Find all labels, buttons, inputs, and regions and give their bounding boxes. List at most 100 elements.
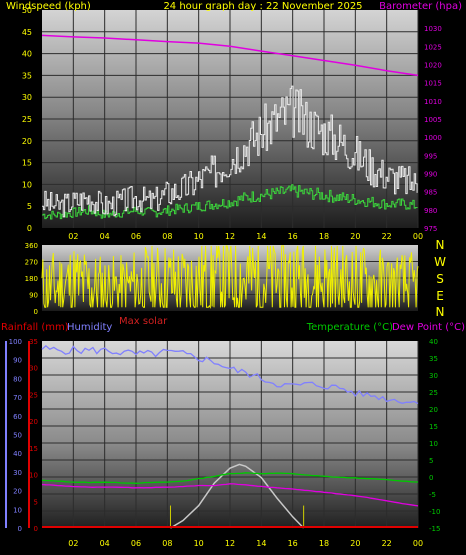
temperature-axis-label: Temperature (°C) [306, 322, 393, 333]
wind-axis-label: Windspeed (kph) [6, 1, 91, 12]
humidity-tick-label: 90 [13, 357, 22, 365]
wind-x-tick-label: 00 [413, 232, 423, 241]
direction-tick-label: 0 [34, 308, 38, 316]
temp-tick-label: 20 [429, 406, 438, 414]
barometer-tick-label: 1010 [424, 98, 442, 106]
rain-tick-label: 10 [29, 472, 38, 480]
wind-tick-label: 20 [22, 137, 32, 146]
humidity-tick-label: 0 [18, 525, 22, 533]
rain-tick-label: 30 [29, 365, 38, 373]
barometer-tick-label: 995 [424, 152, 437, 160]
temp-tick-label: 5 [429, 457, 433, 465]
humidity-tick-label: 100 [9, 338, 22, 346]
temp-x-tick-label: 14 [256, 539, 266, 548]
wind-x-tick-label: 18 [319, 232, 329, 241]
chart-title: 24 hour graph day : 22 November 2025 [163, 1, 362, 12]
humidity-tick-label: 30 [13, 469, 22, 477]
direction-tick-label: 270 [25, 259, 38, 267]
temp-tick-label: 10 [429, 440, 438, 448]
tick-labels: 0510152025303540455097598098599099510001… [9, 6, 442, 548]
temp-tick-label: -5 [429, 491, 436, 499]
wind-x-tick-label: 02 [68, 232, 78, 241]
wind-direction-line [41, 245, 419, 309]
series-marks [5, 34, 419, 529]
wind-gust-line [42, 85, 418, 218]
wind-tick-label: 0 [27, 224, 32, 233]
temp-x-tick-label: 02 [68, 539, 78, 548]
barometer-tick-label: 1000 [424, 134, 442, 142]
humidity-tick-label: 80 [13, 375, 22, 383]
temp-x-tick-label: 22 [382, 539, 392, 548]
humidity-tick-label: 50 [13, 432, 22, 440]
barometer-tick-label: 1025 [424, 43, 442, 51]
wind-tick-label: 35 [22, 71, 32, 80]
temp-x-tick-label: 10 [194, 539, 204, 548]
temp-tick-label: 25 [429, 389, 438, 397]
dewpoint-line [41, 483, 419, 507]
rain-tick-label: 5 [34, 498, 38, 506]
temperature-line [41, 472, 418, 484]
temp-x-tick-label: 04 [100, 539, 110, 548]
temp-x-tick-label: 00 [413, 539, 423, 548]
wind-x-tick-label: 16 [288, 232, 298, 241]
compass-n-bottom: N [436, 305, 445, 319]
wind-x-tick-label: 08 [162, 232, 172, 241]
temp-x-tick-label: 06 [131, 539, 141, 548]
compass-e: E [436, 289, 444, 303]
wind-tick-label: 15 [22, 159, 32, 168]
humidity-tick-label: 20 [13, 488, 22, 496]
temp-tick-label: -10 [429, 508, 440, 516]
temp-tick-label: 40 [429, 338, 438, 346]
wind-x-tick-label: 14 [256, 232, 266, 241]
temp-tick-label: 35 [429, 355, 438, 363]
compass-n-top: N [436, 238, 445, 252]
grid-lines [42, 10, 419, 528]
wind-x-tick-label: 10 [194, 232, 204, 241]
wind-x-tick-label: 22 [382, 232, 392, 241]
temp-x-tick-label: 18 [319, 539, 329, 548]
barometer-tick-label: 1020 [424, 62, 442, 70]
wind-tick-label: 50 [22, 6, 32, 15]
humidity-axis-label: Humidity [67, 322, 112, 333]
wind-x-tick-label: 12 [225, 232, 235, 241]
humidity-tick-label: 60 [13, 413, 22, 421]
barometer-line [41, 34, 419, 77]
temp-x-tick-label: 20 [350, 539, 360, 548]
direction-tick-label: 180 [25, 275, 38, 283]
wind-tick-label: 30 [22, 93, 32, 102]
barometer-tick-label: 1015 [424, 80, 442, 88]
wind-tick-label: 45 [22, 28, 32, 37]
temp-tick-label: 0 [429, 474, 433, 482]
temp-x-tick-label: 08 [162, 539, 172, 548]
humidity-tick-label: 70 [13, 394, 22, 402]
temp-tick-label: -15 [429, 525, 440, 533]
wind-x-tick-label: 20 [350, 232, 360, 241]
barometer-tick-label: 1005 [424, 116, 442, 124]
wind-tick-label: 10 [22, 180, 32, 189]
temp-x-tick-label: 12 [225, 539, 235, 548]
barometer-tick-label: 980 [424, 207, 437, 215]
rain-tick-label: 15 [29, 445, 38, 453]
temp-tick-label: 15 [429, 423, 438, 431]
humidity-tick-label: 40 [13, 450, 22, 458]
solar-line [170, 463, 305, 529]
wind-tick-label: 5 [27, 202, 32, 211]
compass-w: W [434, 255, 446, 269]
wind-x-tick-label: 06 [131, 232, 141, 241]
rain-tick-label: 35 [29, 338, 38, 346]
wind-x-tick-label: 04 [100, 232, 110, 241]
compass-s: S [436, 272, 444, 286]
temp-x-tick-label: 16 [288, 539, 298, 548]
wind-tick-label: 25 [22, 115, 32, 124]
wind-average-line [42, 184, 418, 220]
rain-tick-label: 20 [29, 418, 38, 426]
barometer-tick-label: 985 [424, 189, 437, 197]
max-solar-label: Max solar [119, 316, 168, 327]
humidity-line [41, 344, 419, 404]
barometer-tick-label: 975 [424, 225, 437, 233]
rain-tick-label: 0 [34, 525, 38, 533]
temp-tick-label: 30 [429, 372, 438, 380]
humidity-tick-label: 10 [13, 506, 22, 514]
rain-tick-label: 25 [29, 391, 38, 399]
